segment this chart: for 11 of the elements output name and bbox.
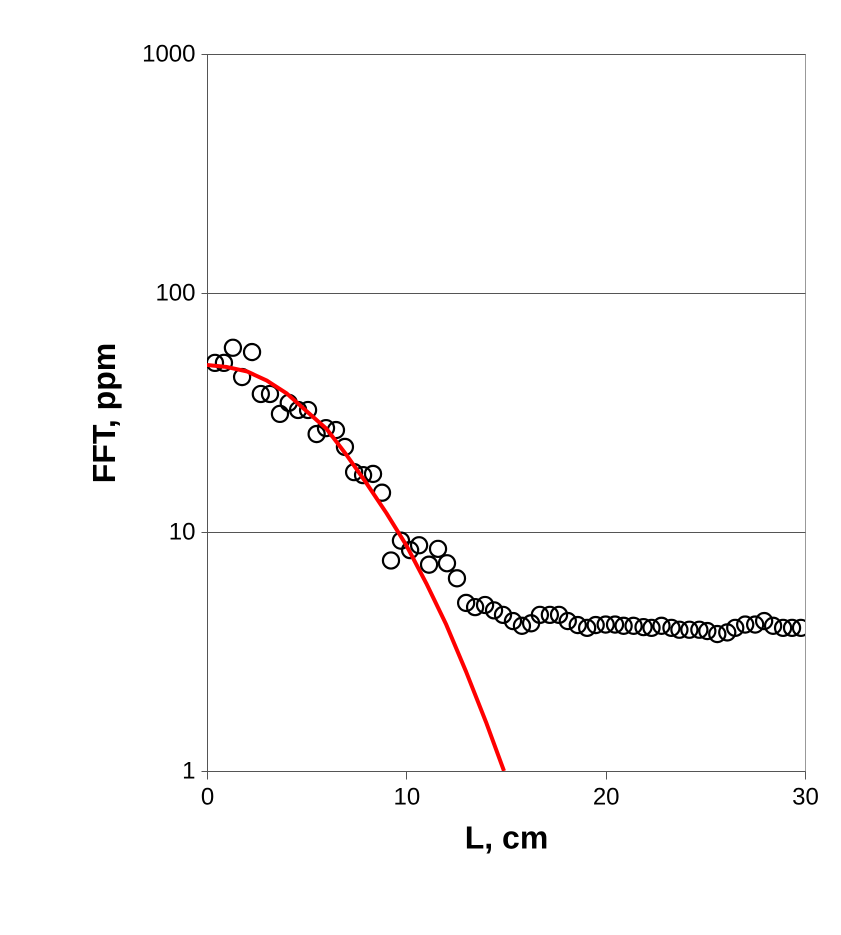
y-tick-label: 10 — [168, 518, 196, 546]
x-tick-label: 10 — [393, 784, 420, 810]
x-tick-label: 0 — [200, 784, 214, 810]
y-tick-label: 100 — [155, 280, 196, 306]
y-tick-label: 1 — [182, 758, 196, 784]
line-series — [207, 362, 506, 771]
x-tick-label: 30 — [792, 784, 819, 810]
y-tick-label: 1000 — [142, 40, 196, 68]
x-axis-title: L, cm — [464, 820, 548, 856]
y-axis-title: FFT, ppm — [86, 342, 122, 484]
x-tick-label: 20 — [592, 784, 620, 810]
